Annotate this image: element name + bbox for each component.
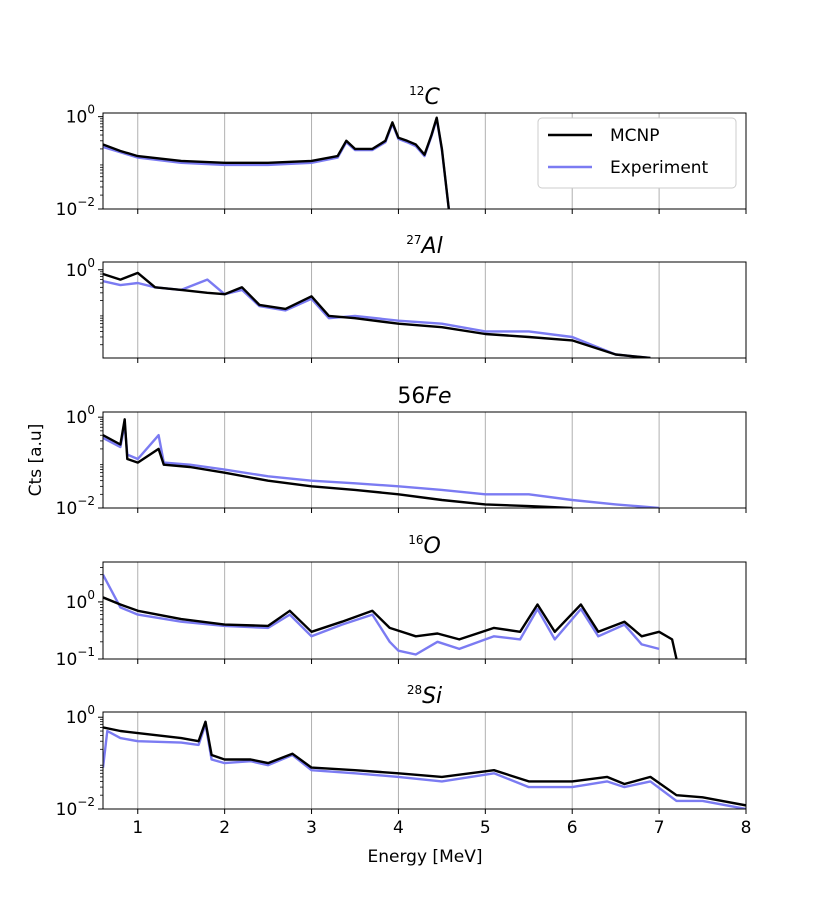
series-line-mcnp	[103, 418, 573, 508]
y-axis-label: Cts [a.u]	[26, 424, 46, 497]
x-tick-label: 1	[132, 818, 143, 838]
panel-title: 27Al	[406, 233, 442, 259]
y-tick-label: 10−2	[56, 494, 95, 519]
x-tick-label: 6	[567, 818, 578, 838]
x-tick-label: 3	[306, 818, 317, 838]
legend-label-experiment: Experiment	[610, 158, 709, 178]
x-tick-label: 5	[480, 818, 491, 838]
x-axis-label: Energy [MeV]	[368, 847, 483, 867]
legend-label-mcnp: MCNP	[610, 126, 660, 146]
axes-frame	[102, 711, 747, 810]
series-line-experiment	[103, 723, 746, 809]
panel-title: 28Si	[407, 683, 442, 709]
series-line-mcnp	[103, 596, 678, 659]
series-line-mcnp	[103, 116, 450, 209]
panel-2: 100 10−2 56Fe	[56, 384, 747, 519]
x-tick-label: 4	[393, 818, 404, 838]
series-line-mcnp	[103, 720, 746, 807]
x-tick-label: 7	[654, 818, 665, 838]
panel-title: 56Fe	[397, 384, 451, 409]
y-tick-label: 100	[66, 403, 95, 428]
series-line-experiment	[103, 574, 660, 656]
legend: MCNP Experiment	[537, 117, 737, 189]
axes-frame	[102, 112, 747, 210]
panel-title: 12C	[409, 84, 440, 110]
panel-title: 16O	[408, 533, 441, 559]
series-line-mcnp	[103, 271, 651, 358]
axes-frame	[102, 411, 747, 509]
x-tick-label: 8	[741, 818, 752, 838]
axes-frame	[102, 261, 747, 359]
x-tick-label: 2	[219, 818, 230, 838]
panels: 10010−212C10027Al10010−256Fe10010−116O10…	[56, 84, 752, 838]
